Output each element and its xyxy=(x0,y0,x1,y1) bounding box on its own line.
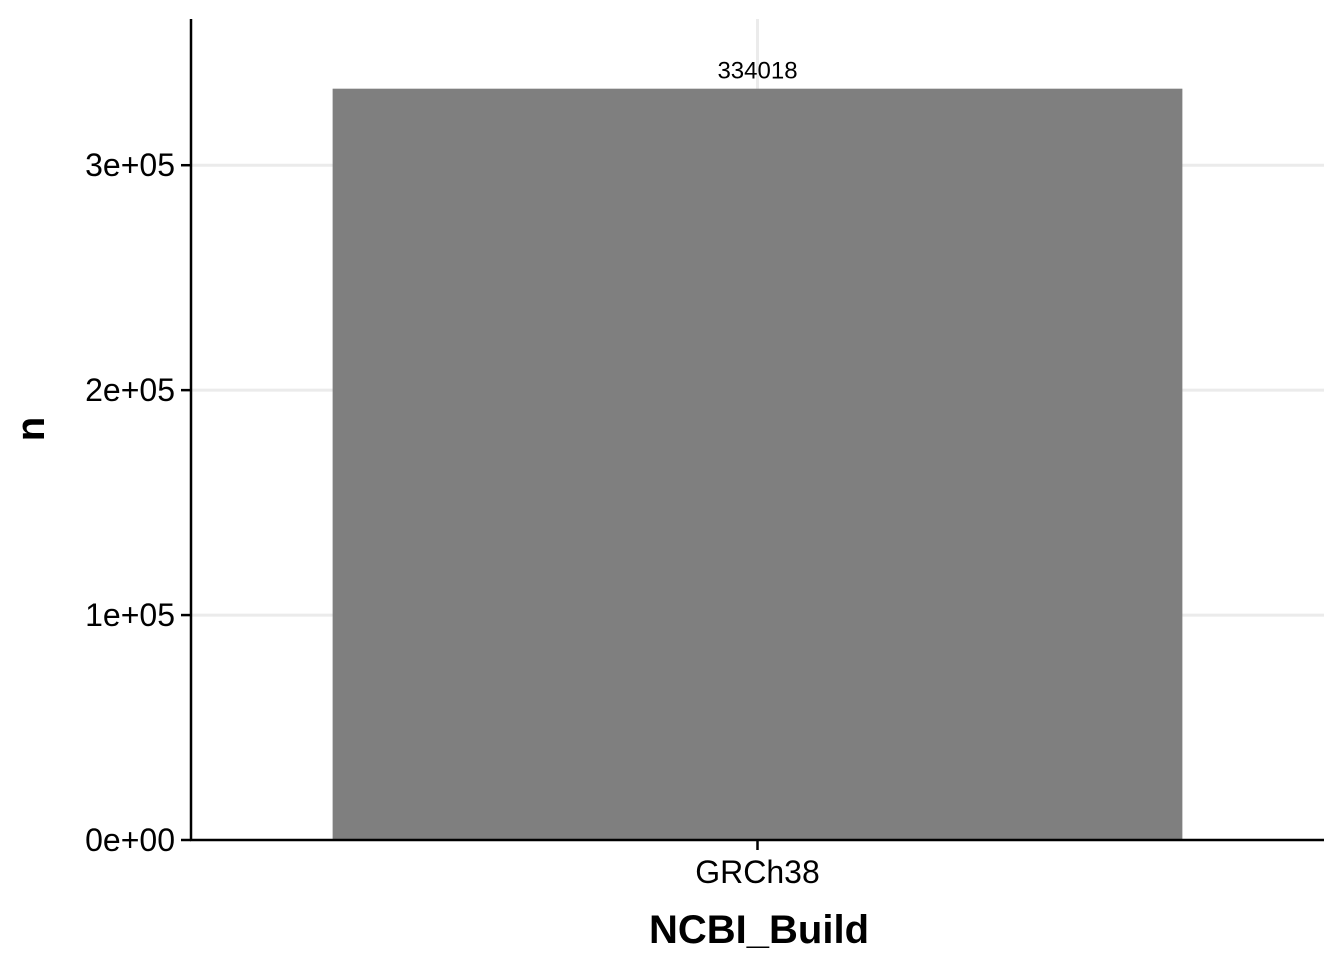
x-axis-title: NCBI_Build xyxy=(649,908,869,952)
x-axis-ticks: GRCh38 xyxy=(695,840,820,890)
y-tick-label: 1e+05 xyxy=(85,597,175,633)
y-tick-label: 3e+05 xyxy=(85,147,175,183)
bars xyxy=(332,88,1183,840)
data-labels: 334018 xyxy=(717,58,797,85)
y-axis-title: n xyxy=(9,417,53,441)
bar xyxy=(332,88,1183,840)
x-tick-label: GRCh38 xyxy=(695,854,820,890)
y-tick-label: 0e+00 xyxy=(85,822,175,858)
y-axis-ticks: 0e+00 1e+05 2e+05 3e+05 xyxy=(85,147,191,858)
bar-value-label: 334018 xyxy=(717,58,797,85)
y-tick-label: 2e+05 xyxy=(85,372,175,408)
